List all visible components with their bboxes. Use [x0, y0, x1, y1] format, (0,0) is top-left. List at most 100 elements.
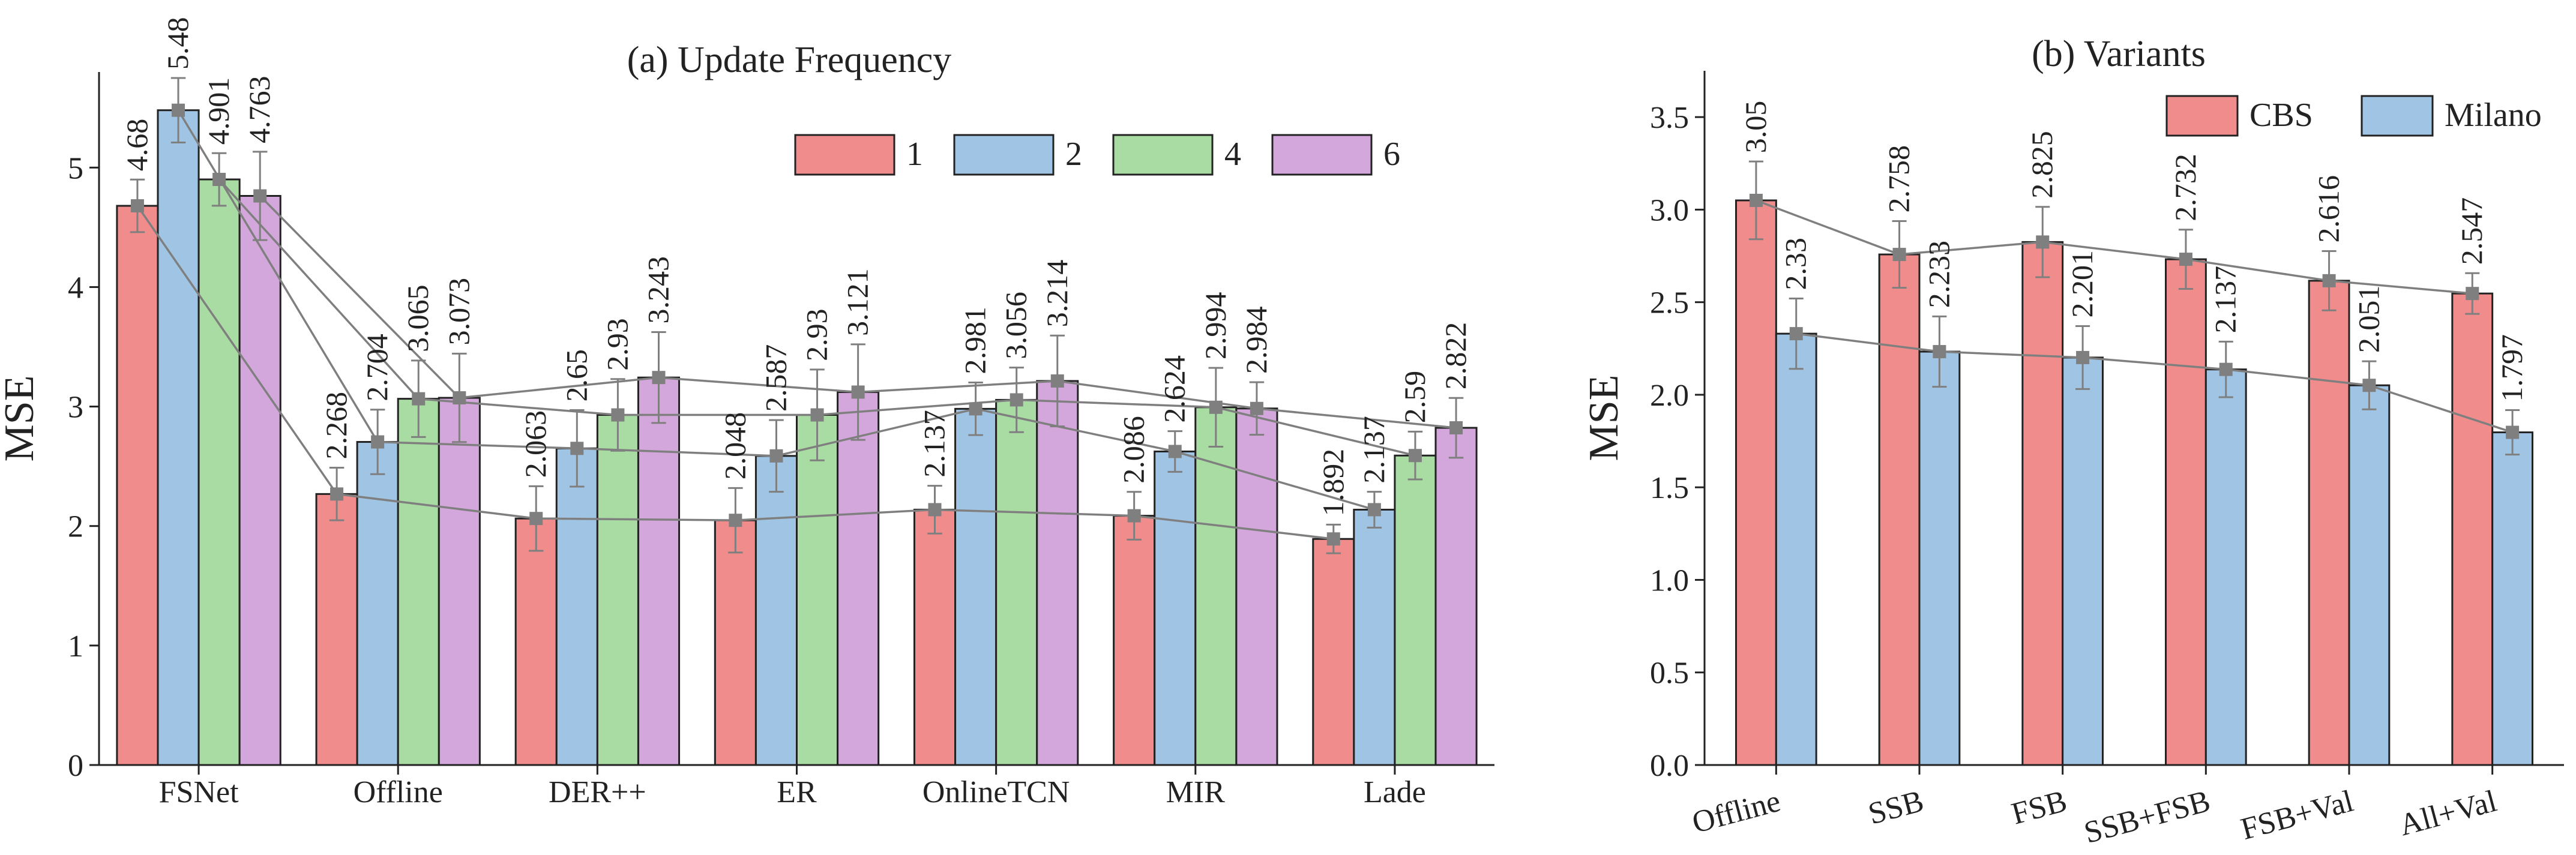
x-tick-label: FSB+Val — [2237, 784, 2357, 847]
panel-update-frequency: (a) Update Frequency MSE 0 1 2 3 4 5 FSNet Offlin… — [0, 17, 1494, 809]
bar — [514, 517, 558, 766]
data-label: 2.587 — [759, 344, 792, 412]
panel-variants: (b) Variants MSE 0.0 0.5 1.0 1.5 2.0 2.5 3.0 3.5 O… — [1581, 34, 2564, 850]
data-point — [1408, 449, 1422, 463]
data-label: 2.616 — [2312, 175, 2346, 243]
bar — [2451, 292, 2494, 766]
x-tick-label: All+Val — [2396, 784, 2500, 843]
y-tick-label: 3.0 — [1650, 193, 1689, 227]
data-point — [1449, 421, 1463, 435]
legend: 1 2 4 6 — [794, 134, 1400, 176]
bar — [1735, 199, 1777, 766]
legend-swatch — [794, 134, 895, 176]
y-tick-label: 2.0 — [1650, 379, 1689, 413]
y-axis-label: MSE — [0, 376, 43, 462]
data-label: 2.624 — [1158, 355, 1191, 423]
data-label: 3.073 — [442, 278, 475, 346]
legend-label: 6 — [1383, 136, 1400, 173]
legend-swatch — [953, 134, 1055, 176]
x-tick-label: Offline — [1689, 784, 1784, 841]
chart-title: (a) Update Frequency — [627, 40, 952, 80]
data-label: 2.984 — [1239, 306, 1273, 374]
data-point — [1250, 401, 1263, 415]
y-tick-label: 3.5 — [1650, 101, 1689, 135]
data-point — [330, 487, 344, 501]
bar — [796, 414, 839, 766]
data-point — [611, 408, 625, 422]
legend-label: Milano — [2445, 97, 2542, 134]
bar — [397, 398, 440, 766]
data-labels: 3.05 2.758 2.825 2.732 2.616 2.547 2.33 2.233 2.… — [1739, 101, 2529, 402]
data-point — [212, 173, 226, 187]
data-label: 3.056 — [999, 292, 1033, 359]
data-point — [1933, 345, 1946, 359]
data-point — [1367, 503, 1381, 517]
trend-lines — [1756, 199, 2513, 434]
error-bars — [130, 77, 1464, 554]
bar — [1036, 380, 1079, 766]
data-point — [570, 442, 584, 455]
data-label: 3.214 — [1040, 260, 1074, 328]
bar — [2062, 356, 2104, 766]
data-label: 2.822 — [1439, 322, 1472, 390]
data-label: 3.243 — [641, 256, 675, 324]
data-point — [2466, 287, 2479, 301]
x-tick-label: DER++ — [549, 775, 646, 809]
data-point — [1127, 509, 1141, 523]
bar — [1113, 515, 1156, 766]
bar — [1312, 538, 1355, 766]
data-point — [1050, 374, 1064, 388]
data-label: 2.981 — [958, 307, 992, 374]
data-point — [2506, 425, 2520, 439]
bar — [2021, 241, 2064, 766]
data-label: 2.268 — [319, 392, 353, 460]
x-tick-label: SSB+FSB — [2081, 784, 2214, 851]
bar — [637, 376, 681, 766]
trend-line — [1756, 199, 2473, 295]
legend-label: 2 — [1065, 136, 1082, 173]
data-point — [2036, 235, 2050, 249]
bar — [157, 109, 200, 766]
bar — [995, 398, 1038, 766]
x-tick-label: FSB — [2008, 784, 2071, 832]
bar — [1394, 454, 1437, 766]
data-label: 4.901 — [202, 77, 235, 145]
x-tick-label: SSB — [1865, 784, 1927, 832]
bar — [555, 447, 598, 766]
data-label: 2.137 — [918, 410, 951, 478]
y-tick-label: 4 — [68, 271, 83, 305]
bar — [1434, 427, 1478, 766]
data-label: 2.732 — [2168, 154, 2202, 221]
data-label: 1.797 — [2495, 334, 2529, 402]
bar — [954, 407, 998, 766]
x-tick-label: OnlineTCN — [922, 775, 1070, 809]
legend-label: 1 — [906, 136, 923, 173]
data-point — [1789, 327, 1803, 341]
data-label: 4.763 — [242, 76, 276, 143]
y-tick-label: 2 — [68, 510, 83, 544]
data-point — [2076, 350, 2090, 364]
bar — [1918, 350, 1961, 766]
data-label: 2.051 — [2352, 286, 2385, 353]
data-label: 2.825 — [2025, 131, 2059, 199]
data-point — [2219, 362, 2233, 376]
data-label: 2.137 — [1357, 416, 1391, 484]
data-point — [1209, 400, 1223, 414]
data-point — [769, 449, 783, 463]
x-tick-label: MIR — [1166, 775, 1226, 809]
bar — [913, 508, 957, 766]
bars — [116, 109, 1478, 766]
data-labels: 4.68 2.268 2.063 2.048 2.137 2.086 1.892 5.48 2.… — [120, 17, 1472, 516]
bar — [2308, 280, 2350, 766]
legend: CBS Milano — [2165, 95, 2542, 137]
data-label: 2.063 — [519, 410, 552, 478]
legend-swatch — [1112, 134, 1214, 176]
data-point — [810, 408, 824, 422]
data-label: 2.137 — [2209, 266, 2242, 334]
y-tick-label: 0.0 — [1650, 749, 1689, 783]
bar — [1194, 406, 1238, 766]
bar — [438, 397, 481, 766]
bar — [596, 414, 639, 766]
data-label: 2.048 — [718, 412, 751, 480]
x-tick-label: ER — [777, 775, 817, 809]
